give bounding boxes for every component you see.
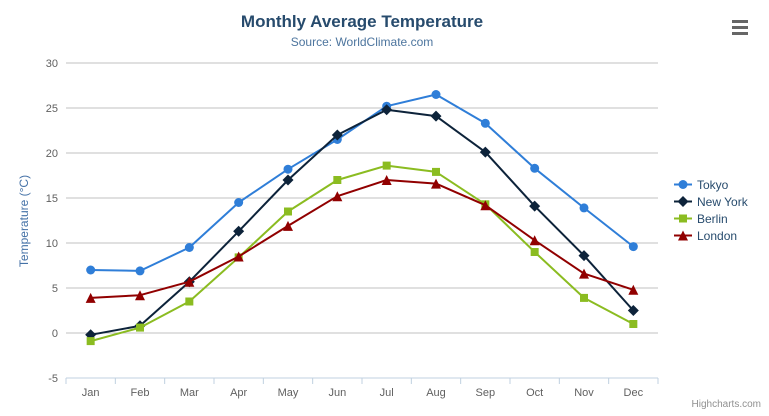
data-point-marker-berlin[interactable] (333, 176, 342, 184)
data-point-marker-london[interactable] (283, 220, 293, 231)
data-point-marker-new-york[interactable] (381, 104, 393, 116)
hamburger-icon (732, 20, 748, 23)
export-menu-button[interactable] (732, 20, 748, 35)
legend-item-london[interactable]: London (674, 227, 748, 244)
data-point-marker-london[interactable] (579, 268, 589, 279)
data-point-marker-tokyo[interactable] (86, 265, 96, 275)
data-point-marker-london[interactable] (480, 200, 491, 211)
legend-marker-square-icon (674, 214, 692, 223)
y-axis-label: 25 (46, 103, 58, 115)
data-point-marker-london-legend[interactable] (678, 230, 688, 241)
series-new-york (85, 104, 639, 341)
hamburger-icon (732, 26, 748, 29)
data-point-marker-berlin[interactable] (530, 248, 539, 256)
data-point-marker-london[interactable] (184, 276, 195, 287)
legend-label: London (697, 228, 738, 243)
legend-marker-diamond-icon (674, 196, 692, 207)
data-point-marker-tokyo[interactable] (628, 242, 638, 252)
data-point-marker-tokyo[interactable] (579, 203, 589, 213)
data-point-marker-london[interactable] (135, 290, 145, 301)
x-axis-label: Nov (574, 387, 594, 399)
chart-subtitle: Source: WorldClimate.com (290, 35, 434, 49)
data-point-marker-new-york[interactable] (430, 110, 442, 122)
y-axis-label: 20 (46, 148, 58, 160)
legend-label: New York (697, 194, 748, 209)
y-axis-label: 10 (46, 238, 58, 250)
legend-item-tokyo[interactable]: Tokyo (674, 176, 748, 193)
series-line-new-york (89, 108, 635, 336)
x-axis-label: Apr (230, 387, 247, 399)
data-point-marker-new-york[interactable] (282, 174, 294, 186)
legend-marker-triangle-icon (674, 230, 692, 241)
data-point-marker-london[interactable] (529, 235, 540, 246)
data-point-marker-berlin[interactable] (136, 323, 144, 332)
data-point-marker-tokyo[interactable] (431, 90, 441, 99)
x-axis-label: Sep (476, 387, 496, 399)
series-line-tokyo (89, 93, 635, 272)
data-point-marker-new-york[interactable] (233, 225, 245, 237)
legend-item-berlin[interactable]: Berlin (674, 210, 748, 227)
data-point-marker-tokyo[interactable] (184, 243, 194, 252)
x-axis-label: Jan (82, 387, 100, 399)
legend-item-new-york[interactable]: New York (674, 193, 748, 210)
data-point-marker-new-york[interactable] (331, 129, 343, 141)
x-axis-label: Oct (526, 387, 543, 399)
series-london (85, 175, 639, 303)
y-axis-label: 30 (46, 58, 58, 70)
y-axis-label: 5 (52, 283, 58, 295)
y-axis-label: 0 (52, 328, 58, 340)
data-point-marker-london[interactable] (85, 292, 96, 303)
y-axis-title: Temperature (°C) (17, 174, 31, 268)
legend-marker-circle-icon (674, 180, 692, 189)
y-axis-label: 15 (46, 193, 58, 205)
data-point-marker-london[interactable] (233, 251, 244, 262)
data-point-marker-berlin[interactable] (382, 161, 391, 170)
series-line-london (89, 179, 635, 299)
data-point-marker-london[interactable] (381, 175, 392, 185)
x-axis-label: Mar (180, 387, 199, 399)
data-point-marker-new-york-legend[interactable] (677, 196, 689, 207)
data-point-marker-london[interactable] (628, 284, 639, 295)
data-point-marker-tokyo[interactable] (234, 198, 244, 207)
data-point-marker-new-york[interactable] (529, 200, 541, 212)
legend-label: Tokyo (697, 177, 729, 192)
data-point-marker-tokyo[interactable] (135, 266, 145, 276)
y-axis-label: -5 (48, 373, 58, 385)
data-point-marker-tokyo-legend[interactable] (678, 180, 688, 189)
x-axis-label: Aug (426, 387, 446, 399)
x-axis-label: May (278, 387, 299, 399)
x-axis-label: Feb (131, 387, 150, 399)
series-line-berlin (89, 164, 635, 343)
data-point-marker-new-york[interactable] (479, 146, 491, 158)
data-point-marker-berlin[interactable] (185, 297, 194, 306)
data-point-marker-tokyo[interactable] (283, 164, 293, 174)
x-axis-label: Jul (380, 387, 394, 399)
data-point-marker-berlin-legend[interactable] (679, 214, 687, 223)
highcharts-credits-link[interactable]: Highcharts.com (691, 399, 761, 410)
data-point-marker-london[interactable] (332, 191, 343, 202)
data-point-marker-berlin[interactable] (629, 320, 638, 328)
data-point-marker-tokyo[interactable] (530, 163, 540, 173)
data-point-marker-new-york[interactable] (627, 305, 639, 316)
data-point-marker-berlin[interactable] (432, 167, 440, 176)
x-axis-label: Dec (624, 387, 644, 399)
legend-label: Berlin (697, 211, 728, 226)
legend: Tokyo New York Berlin London (674, 176, 748, 244)
data-point-marker-new-york[interactable] (578, 250, 590, 262)
series-tokyo (86, 90, 638, 276)
data-point-marker-london[interactable] (431, 178, 441, 189)
data-point-marker-berlin[interactable] (580, 293, 588, 302)
chart-title: Monthly Average Temperature (240, 12, 484, 31)
data-point-marker-berlin[interactable] (284, 207, 292, 216)
x-axis-label: Jun (328, 387, 346, 399)
data-point-marker-berlin[interactable] (86, 337, 95, 346)
data-point-marker-tokyo[interactable] (480, 118, 490, 128)
hamburger-icon (732, 32, 748, 35)
